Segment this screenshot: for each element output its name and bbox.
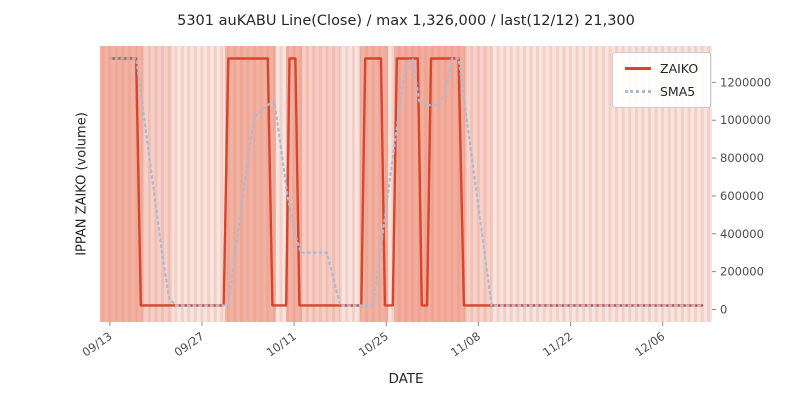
chart-title: 5301 auKABU Line(Close) / max 1,326,000 … [177,13,635,29]
day-stripe [694,46,698,322]
sma5-line [108,57,704,307]
day-stripe [562,46,566,322]
plot-layers [100,46,711,322]
day-stripe [569,46,572,322]
day-stripe [615,46,619,322]
legend: ZAIKO SMA5 [612,52,712,108]
day-stripe [483,46,487,322]
day-stripe [503,46,507,322]
day-stripe [661,46,665,322]
day-stripe [555,46,559,322]
day-stripe [549,46,553,322]
day-stripe [648,46,651,322]
day-stripe [516,46,520,322]
day-stripe [318,46,322,322]
x-tick-label: 09/13 [79,329,114,359]
day-stripe [621,46,625,322]
day-stripe [351,46,355,322]
highlight-band [142,46,173,322]
day-stripe [180,46,184,322]
y-tick-label: 1200000 [720,75,771,89]
day-stripe [279,46,283,322]
y-tick-label: 0 [720,302,727,316]
day-stripe [325,46,329,322]
day-stripe [312,46,316,322]
day-stripe [680,46,684,322]
day-stripe [667,46,671,322]
day-stripe [476,46,480,322]
day-stripe [147,46,151,322]
legend-item-zaiko: ZAIKO [625,61,698,76]
day-stripe [187,46,191,322]
day-stripe [220,46,224,322]
day-stripe [634,46,638,322]
day-stripe [338,46,342,322]
legend-item-sma5: SMA5 [625,84,698,99]
day-stripe [536,46,540,322]
day-stripe [207,46,211,322]
day-stripe [687,46,691,322]
day-stripe [154,46,158,322]
day-stripe [332,46,336,322]
day-stripe [193,46,197,322]
x-tick-label: 11/22 [540,329,575,359]
day-stripe [305,46,309,322]
day-stripe [529,46,533,322]
day-stripe [595,46,599,322]
day-stripe [200,46,204,322]
x-tick-label: 10/11 [264,329,299,359]
day-stripe [213,46,217,322]
x-tick-label: 12/06 [632,329,667,359]
day-stripe [470,46,474,322]
x-tick-label: 09/27 [172,329,207,359]
x-axis-label: DATE [388,371,424,387]
day-stripe [345,46,349,322]
y-tick-label: 600000 [720,189,764,203]
y-tick-label: 1000000 [720,113,771,127]
day-stripe [174,46,178,322]
day-stripe [509,46,513,322]
zaiko-line-sample [625,67,651,70]
day-stripe [490,46,494,322]
day-stripe [601,46,605,322]
legend-label-zaiko: ZAIKO [660,61,699,76]
day-stripe [641,46,645,322]
day-stripe [588,46,592,322]
y-tick-label: 200000 [720,265,764,279]
legend-label-sma5: SMA5 [660,84,696,99]
day-stripe [496,46,500,322]
day-stripe [522,46,526,322]
day-stripe [654,46,658,322]
day-stripe [707,46,711,322]
y-tick-label: 800000 [720,151,764,165]
day-stripe [575,46,579,322]
day-stripe [674,46,678,322]
day-stripe [391,46,395,322]
day-stripe [542,46,546,322]
x-tick-label: 11/08 [448,329,483,359]
day-stripe [582,46,586,322]
highlight-band [302,46,341,322]
day-stripe [608,46,612,322]
day-stripe [161,46,164,322]
y-tick-label: 400000 [720,227,764,241]
day-stripe [167,46,171,322]
day-stripe [700,46,704,322]
day-stripe [628,46,632,322]
sma5-line-sample [625,90,651,93]
x-tick-label: 10/25 [356,329,391,359]
zaiko-line [108,57,704,307]
